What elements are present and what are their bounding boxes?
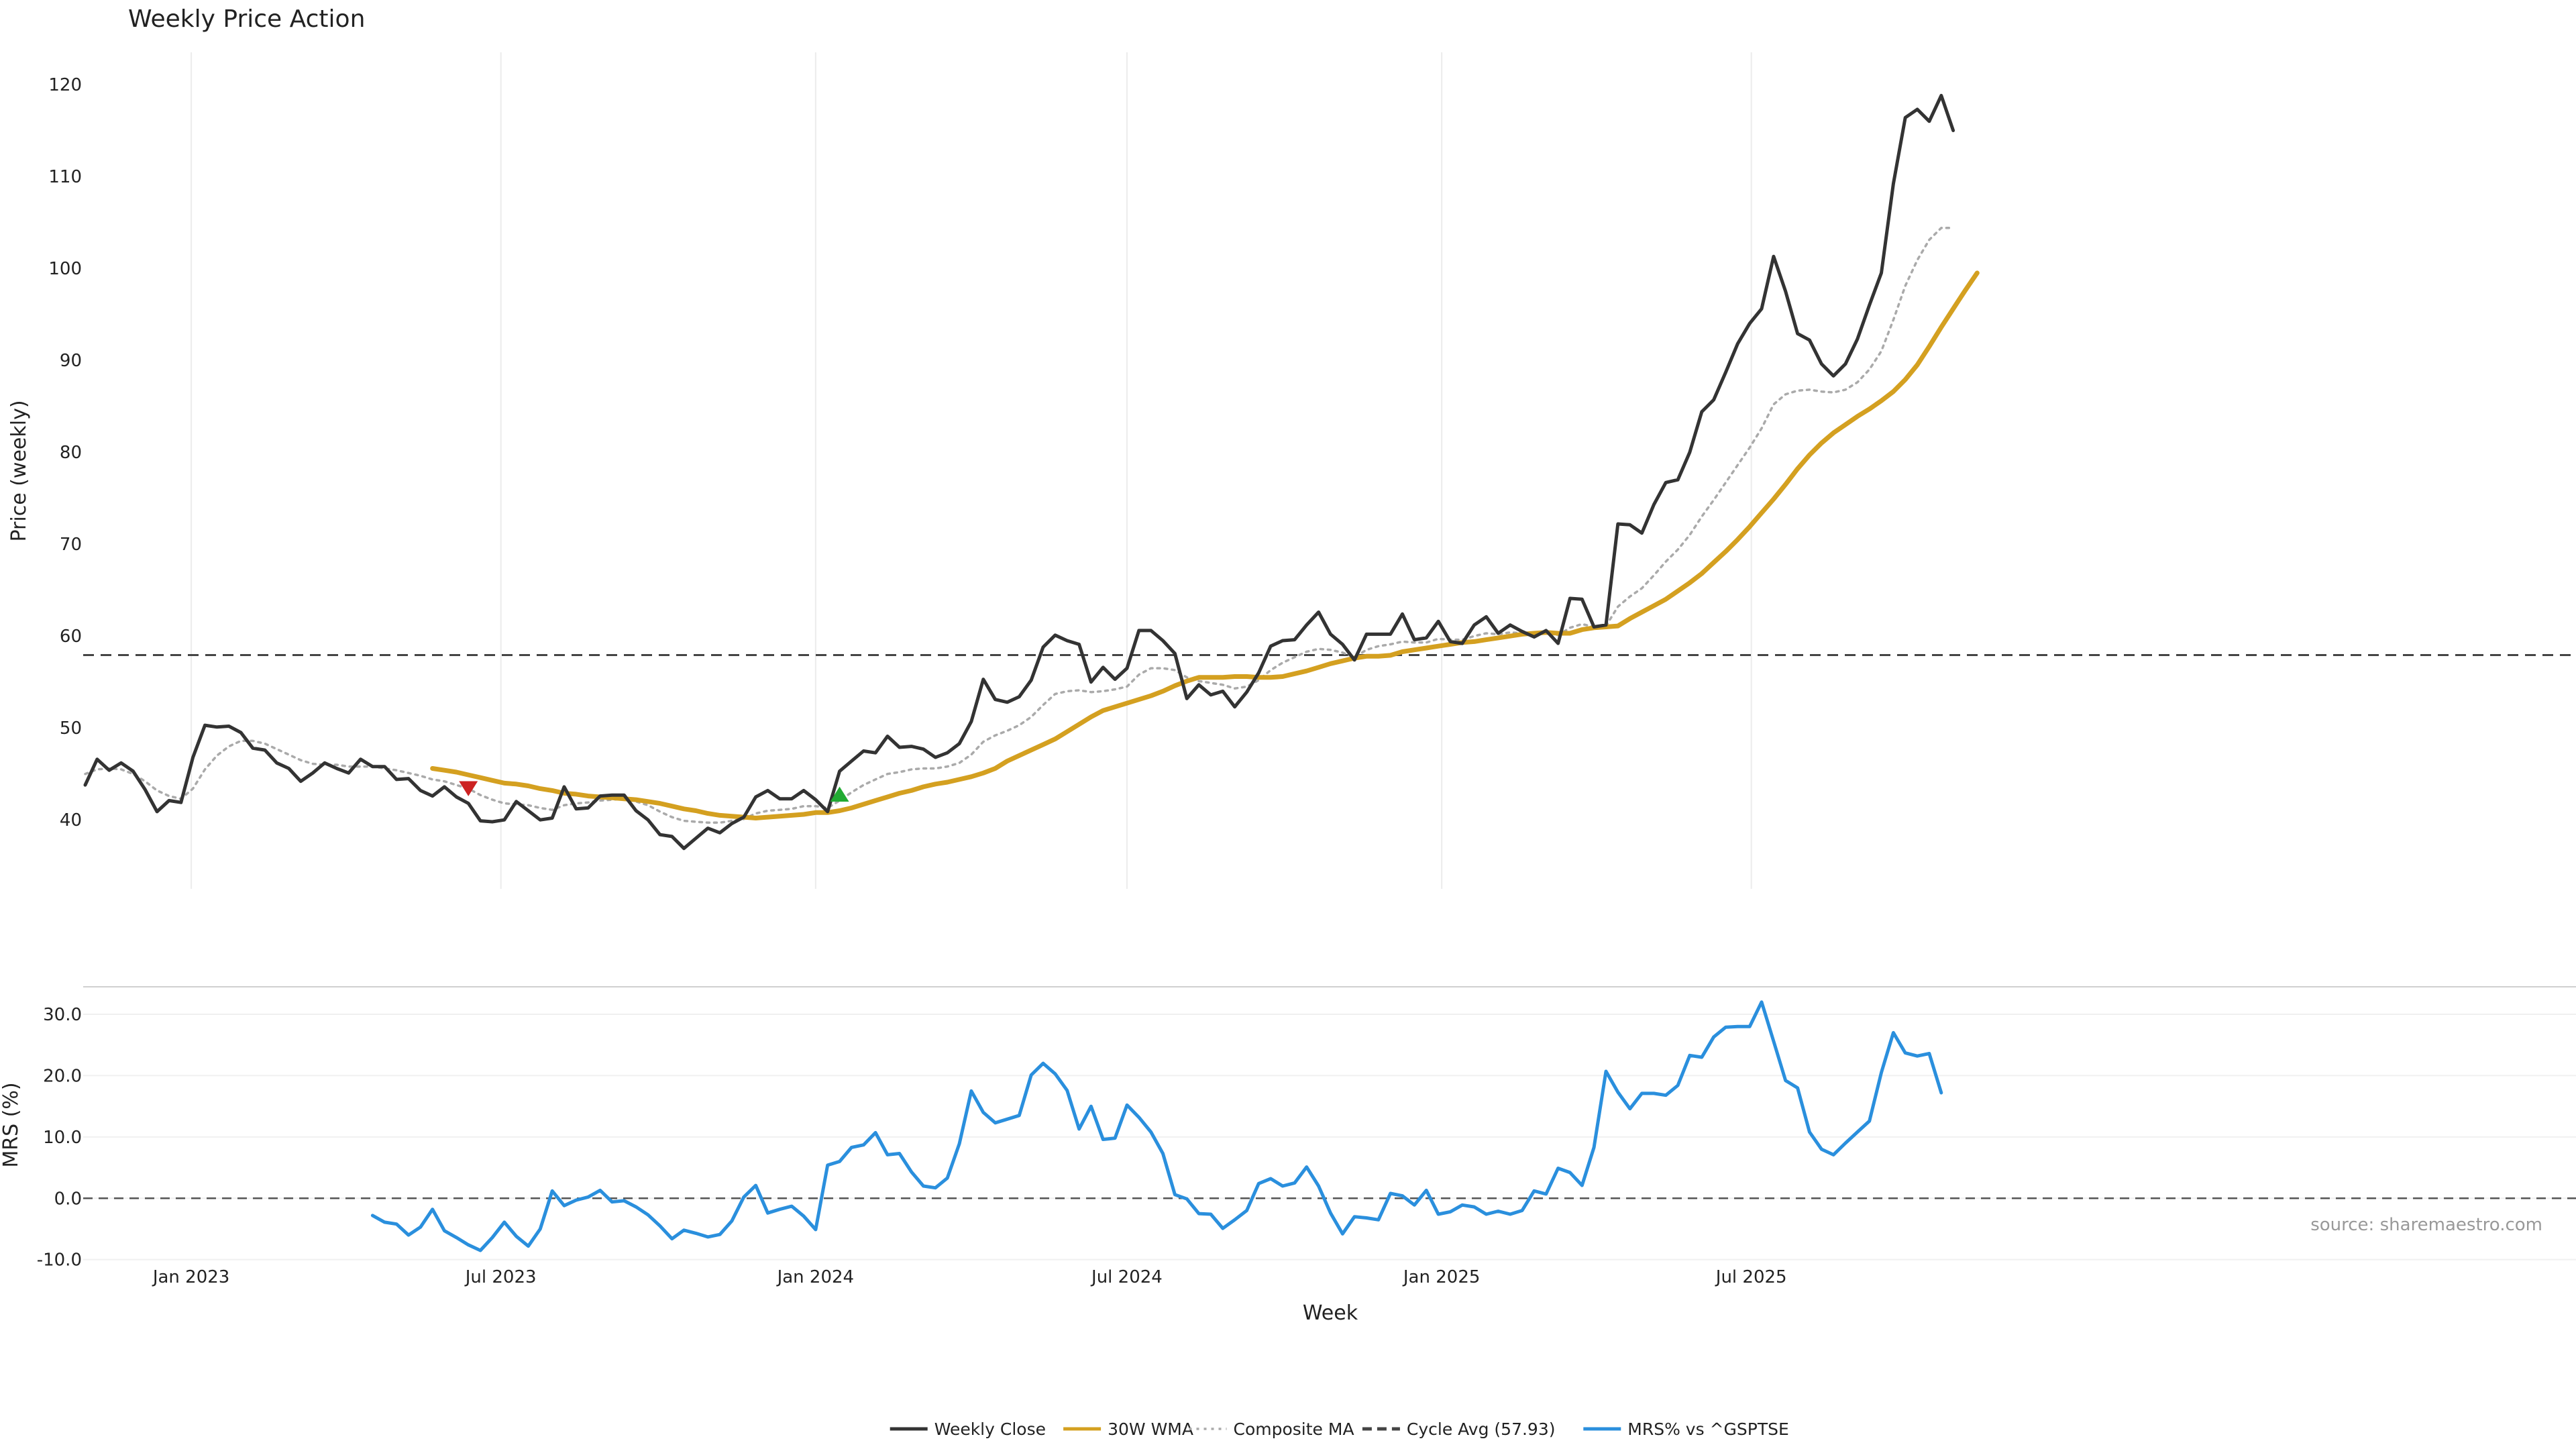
legend-item: Composite MA xyxy=(1189,1419,1354,1439)
price-series xyxy=(83,93,1980,851)
x-tick-label: Jan 2023 xyxy=(152,1267,230,1287)
x-axis-ticks: Jan 2023 Jul 2023 Jan 2024 Jul 2024 Jan 2025… xyxy=(152,1267,1787,1287)
legend-item: MRS% vs ^GSPTSE xyxy=(1583,1419,1789,1439)
mrs-y-axis-title: MRS (%) xyxy=(0,1082,23,1167)
x-tick-label: Jul 2024 xyxy=(1090,1267,1163,1287)
legend-label: 30W WMA xyxy=(1108,1419,1193,1439)
mrs-y-ticks: -10.0 0.0 10.0 20.0 30.0 xyxy=(37,1005,82,1271)
price-y-tick-label: 60 xyxy=(60,627,82,647)
signal-markers xyxy=(459,781,849,802)
price-gridlines xyxy=(191,52,1752,889)
mrs-line xyxy=(370,1000,1943,1252)
price-y-tick-label: 70 xyxy=(60,535,82,555)
price-y-tick-label: 50 xyxy=(60,718,82,739)
mrs-gridlines xyxy=(83,1013,2576,1260)
chart-title: Weekly Price Action xyxy=(128,5,365,33)
x-axis-title: Week xyxy=(1303,1301,1358,1325)
mrs-y-tick-label: 20.0 xyxy=(43,1066,82,1086)
x-tick-label: Jul 2025 xyxy=(1715,1267,1787,1287)
legend-label: Cycle Avg (57.93) xyxy=(1407,1419,1556,1439)
x-tick-label: Jul 2023 xyxy=(464,1267,537,1287)
price-y-tick-label: 120 xyxy=(48,75,82,95)
mrs-y-tick-label: 30.0 xyxy=(43,1005,82,1025)
mrs-series xyxy=(370,1000,1943,1252)
legend-label: Weekly Close xyxy=(934,1419,1046,1439)
price-y-tick-label: 40 xyxy=(60,810,82,830)
legend-label: Composite MA xyxy=(1234,1419,1354,1439)
wma-30w-line xyxy=(430,270,1980,820)
price-y-tick-label: 80 xyxy=(60,443,82,463)
price-y-tick-label: 110 xyxy=(48,167,82,187)
legend-item: Cycle Avg (57.93) xyxy=(1362,1419,1556,1439)
mrs-panel: -10.0 0.0 10.0 20.0 30.0 MRS (%) source: sha… xyxy=(0,1000,2576,1271)
legend-label: MRS% vs ^GSPTSE xyxy=(1627,1419,1788,1439)
weekly-close-line xyxy=(83,93,1955,851)
price-y-axis-title: Price (weekly) xyxy=(7,400,31,541)
price-y-tick-label: 90 xyxy=(60,351,82,371)
legend-item: Weekly Close xyxy=(890,1419,1046,1439)
mrs-y-tick-label: 0.0 xyxy=(54,1189,82,1209)
price-panel: 40 50 60 70 80 90 100 110 120 Price (weekly) xyxy=(7,52,2576,889)
legend-item: 30W WMA xyxy=(1063,1419,1193,1439)
x-tick-label: Jan 2024 xyxy=(776,1267,855,1287)
source-note: source: sharemaestro.com xyxy=(2310,1215,2542,1235)
legend: Weekly Close 30W WMA Composite MA Cycle Avg… xyxy=(890,1419,1789,1439)
price-y-tick-label: 100 xyxy=(48,259,82,279)
mrs-y-tick-label: 10.0 xyxy=(43,1128,82,1148)
sell-signal-marker xyxy=(459,781,478,796)
price-y-ticks: 40 50 60 70 80 90 100 110 120 xyxy=(48,75,82,830)
mrs-y-tick-label: -10.0 xyxy=(37,1250,82,1271)
composite-ma-line xyxy=(84,226,1955,824)
buy-signal-marker xyxy=(830,786,849,802)
x-tick-label: Jan 2025 xyxy=(1402,1267,1481,1287)
